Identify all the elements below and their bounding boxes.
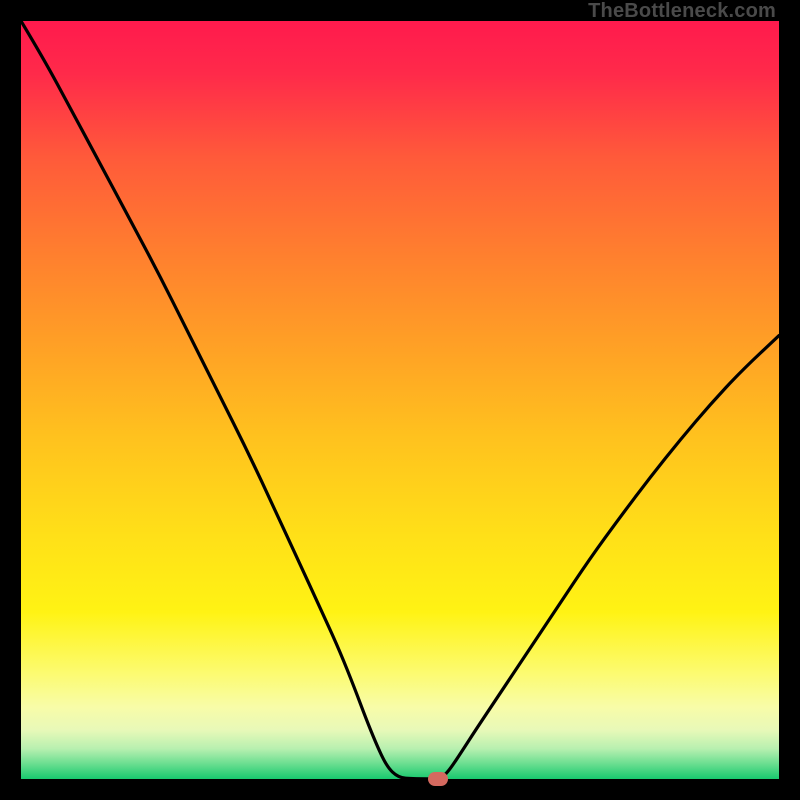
plot-area bbox=[21, 21, 779, 779]
optimum-marker bbox=[428, 772, 448, 786]
bottleneck-curve bbox=[21, 21, 779, 779]
watermark-text: TheBottleneck.com bbox=[588, 0, 776, 23]
chart-frame: TheBottleneck.com bbox=[0, 0, 800, 800]
